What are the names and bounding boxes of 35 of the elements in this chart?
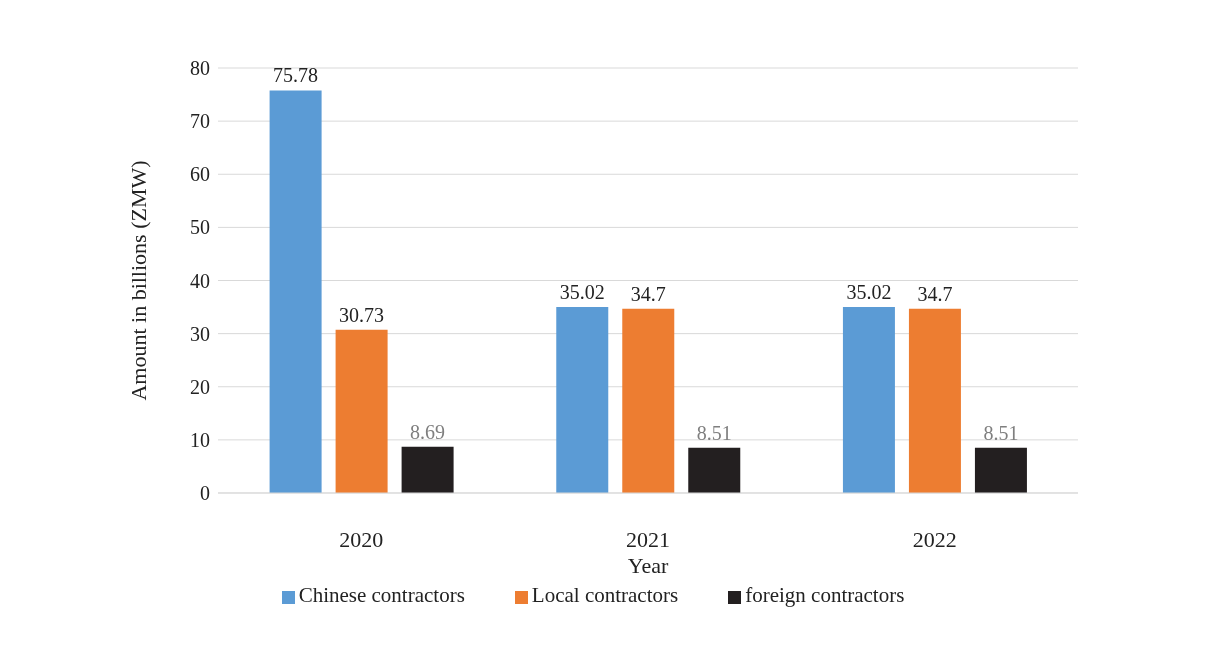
data-label: 8.51 <box>696 421 732 444</box>
x-tick-label: 2022 <box>912 526 957 552</box>
legend-label: Chinese contractors <box>298 583 465 607</box>
legend-label: Local contractors <box>531 583 679 607</box>
data-label: 30.73 <box>339 303 385 326</box>
bar <box>842 306 895 493</box>
y-tick-label: 10 <box>190 428 210 451</box>
y-tick-label: 80 <box>190 57 210 80</box>
bar <box>556 306 609 493</box>
y-tick-label: 70 <box>190 110 210 133</box>
y-tick-label: 40 <box>190 269 210 292</box>
y-tick-label: 0 <box>200 482 210 505</box>
y-tick-label: 50 <box>190 216 210 239</box>
bar <box>908 308 961 493</box>
data-label: 35.02 <box>846 280 892 303</box>
x-tick-label: 2021 <box>626 526 670 552</box>
bar <box>622 308 675 493</box>
bar <box>974 447 1027 493</box>
bar <box>335 329 388 493</box>
data-label: 34.7 <box>630 282 666 305</box>
data-label: 8.69 <box>410 420 446 443</box>
bar <box>401 446 454 493</box>
y-tick-label: 60 <box>190 163 210 186</box>
y-tick-label: 20 <box>190 375 210 398</box>
y-axis-title: Amount in billions (ZMW) <box>125 160 151 401</box>
bar <box>688 447 741 493</box>
data-label: 8.51 <box>983 421 1019 444</box>
x-tick-label: 2020 <box>339 526 384 552</box>
bar <box>269 90 322 493</box>
y-tick-label: 30 <box>190 322 210 345</box>
x-axis-title: Year <box>627 553 669 578</box>
data-label: 35.02 <box>559 280 605 303</box>
data-label: 75.78 <box>273 64 319 87</box>
data-label: 34.7 <box>917 282 953 305</box>
legend-label: foreign contractors <box>745 583 905 607</box>
